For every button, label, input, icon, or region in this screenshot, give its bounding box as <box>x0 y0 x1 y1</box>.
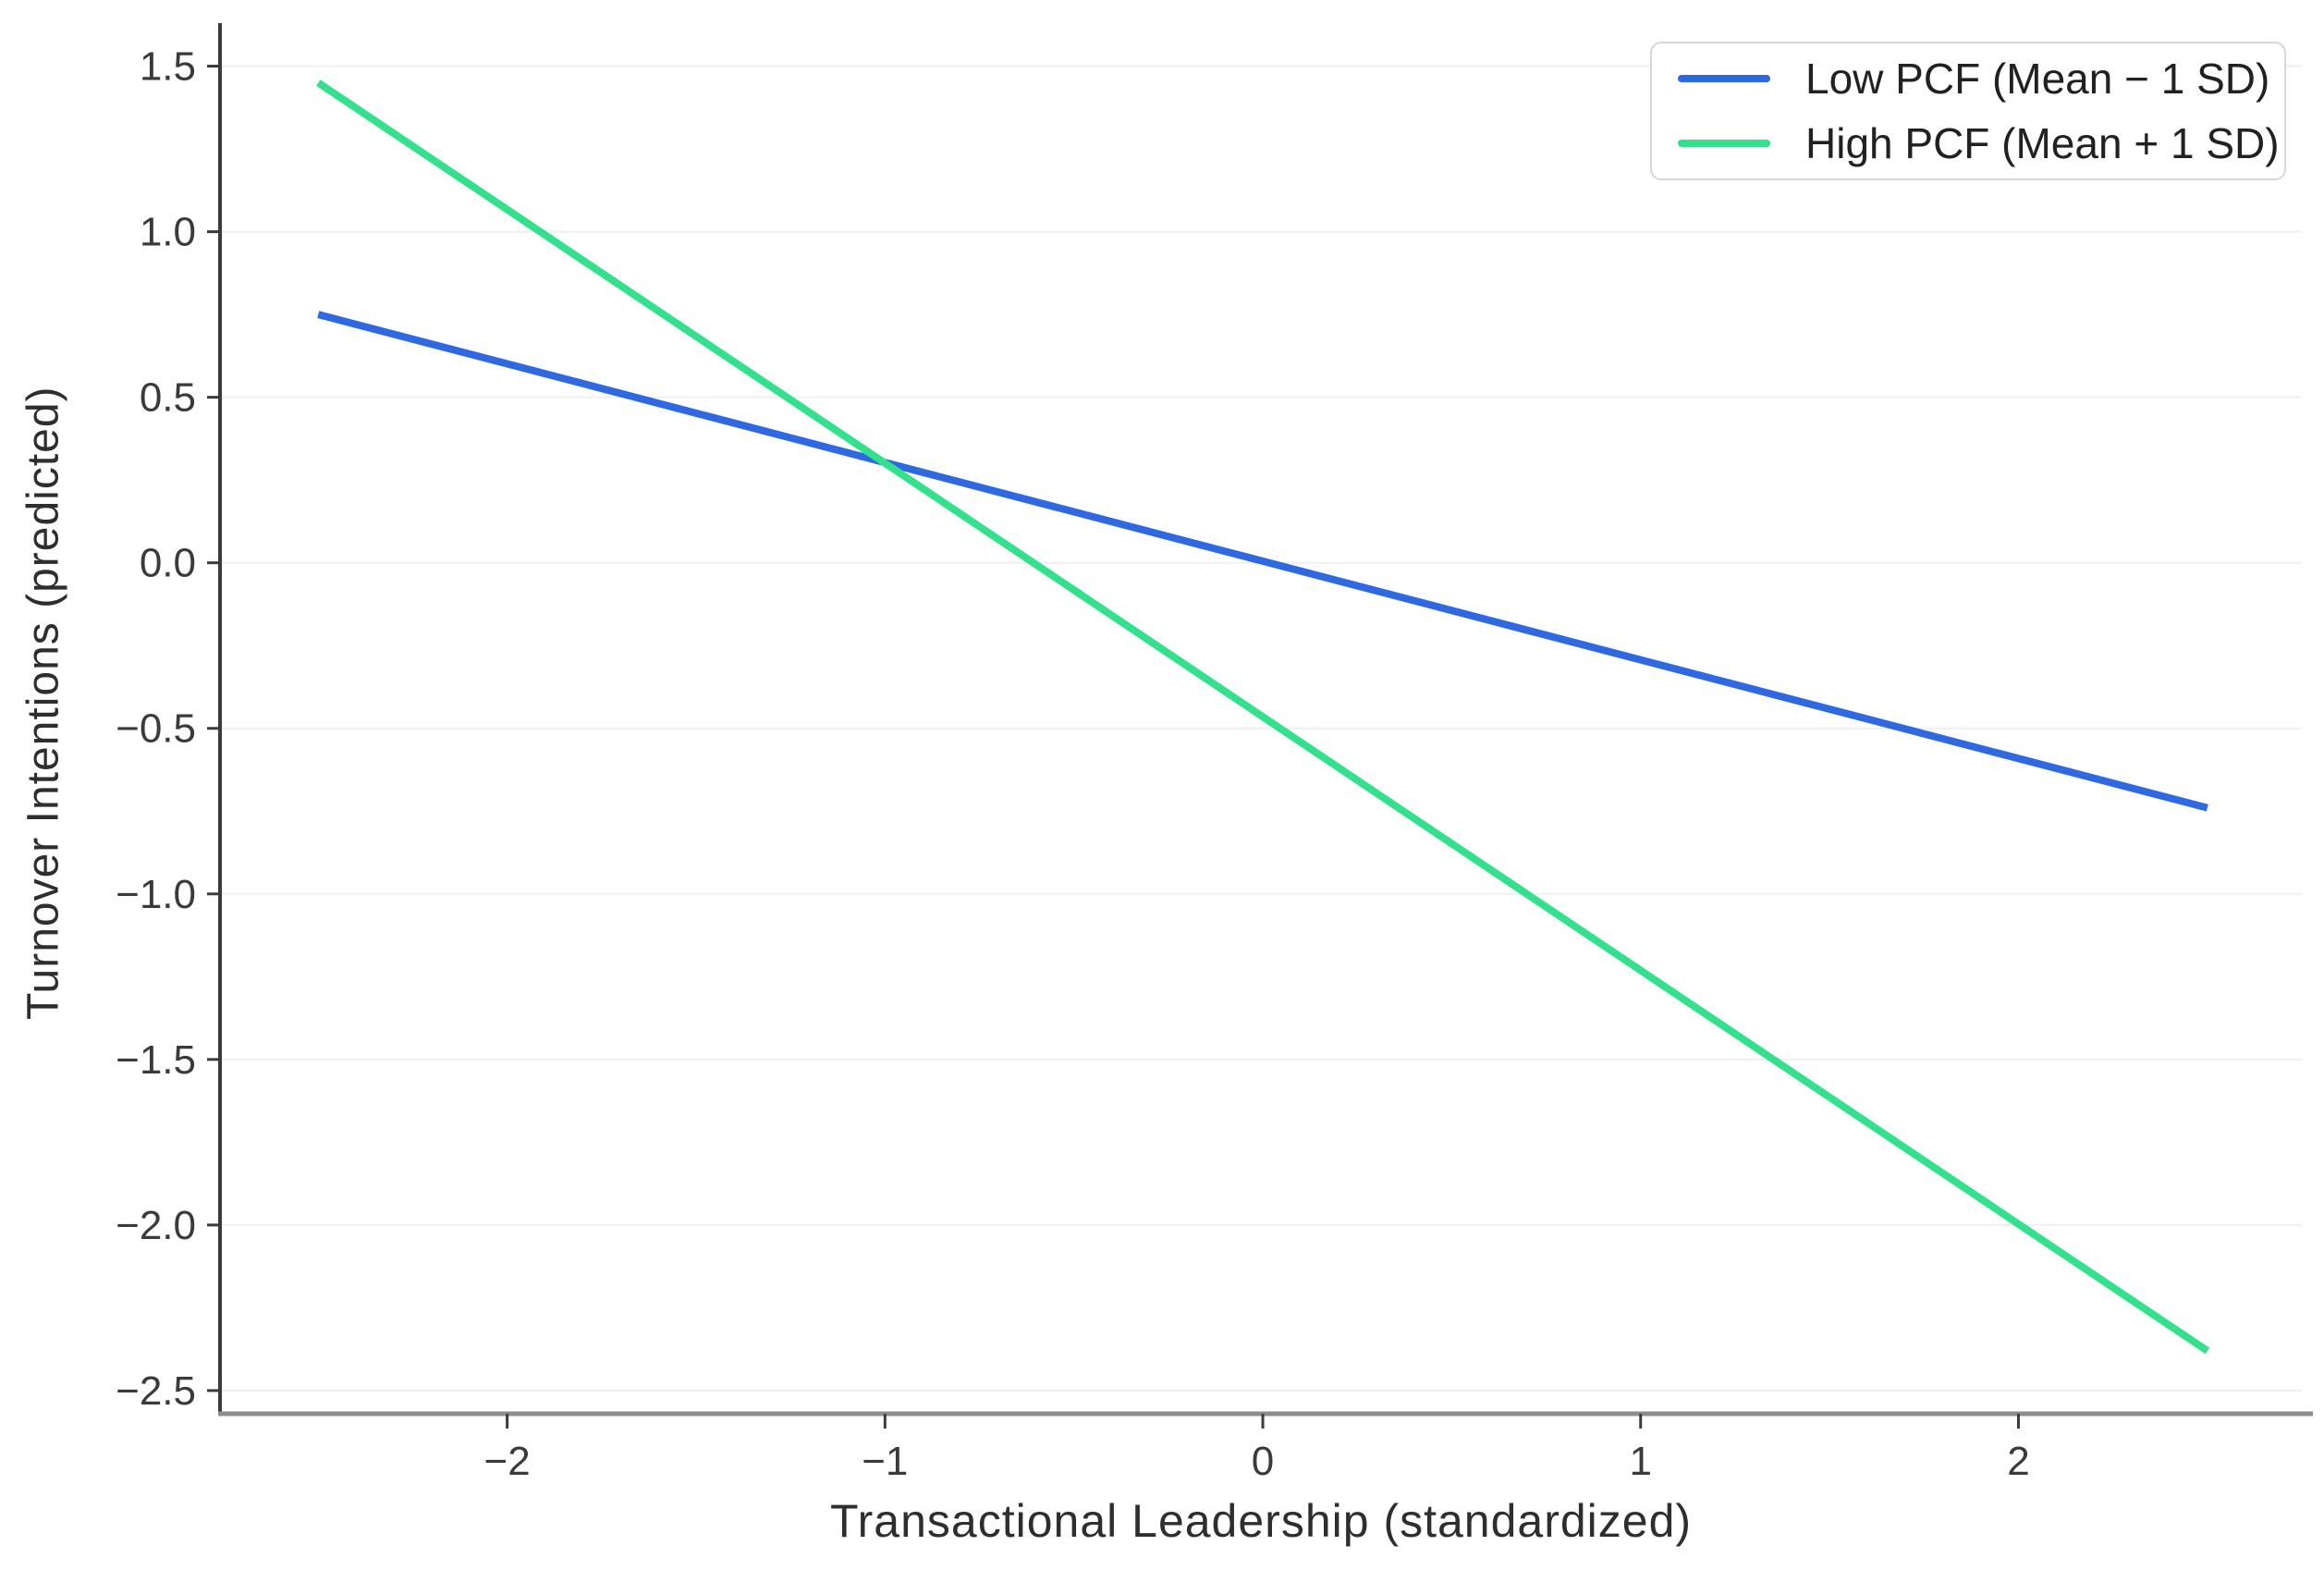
x-tick-label: 0 <box>1252 1439 1274 1484</box>
x-tick-label: −2 <box>484 1439 531 1484</box>
series-line-high-pcf-mean-1-sd <box>316 80 2210 1355</box>
legend-label-high-pcf: High PCF (Mean + 1 SD) <box>1805 119 2280 167</box>
x-tick-label: 1 <box>1630 1439 1652 1484</box>
x-tick-label: 2 <box>2007 1439 2029 1484</box>
legend-label-low-pcf: Low PCF (Mean − 1 SD) <box>1805 55 2270 103</box>
y-tick-label: 0.0 <box>140 541 196 586</box>
y-tick-label: 1.5 <box>140 44 196 90</box>
x-tick-label: −1 <box>862 1439 908 1484</box>
x-axis-title: Transactional Leadership (standardized) <box>829 1495 1693 1547</box>
y-tick-label: −1.5 <box>116 1037 196 1083</box>
legend-swatch-low-pcf <box>1678 75 1770 82</box>
y-tick-label: −2.0 <box>116 1203 196 1248</box>
series-line-low-pcf-mean-1-sd <box>317 311 2208 812</box>
y-axis-title: Turnover Intentions (predicted) <box>18 386 68 1020</box>
legend-item-high-pcf: High PCF (Mean + 1 SD) <box>1678 118 2280 168</box>
y-tick-label: −2.5 <box>116 1368 196 1414</box>
y-tick-label: 0.5 <box>140 375 196 421</box>
y-tick-label: −1.0 <box>116 872 196 917</box>
y-tick-label: −0.5 <box>116 706 196 752</box>
y-tick-label: 1.0 <box>140 210 196 255</box>
legend: Low PCF (Mean − 1 SD) High PCF (Mean + 1… <box>1650 42 2286 180</box>
legend-swatch-high-pcf <box>1678 140 1770 147</box>
legend-item-low-pcf: Low PCF (Mean − 1 SD) <box>1678 54 2269 104</box>
